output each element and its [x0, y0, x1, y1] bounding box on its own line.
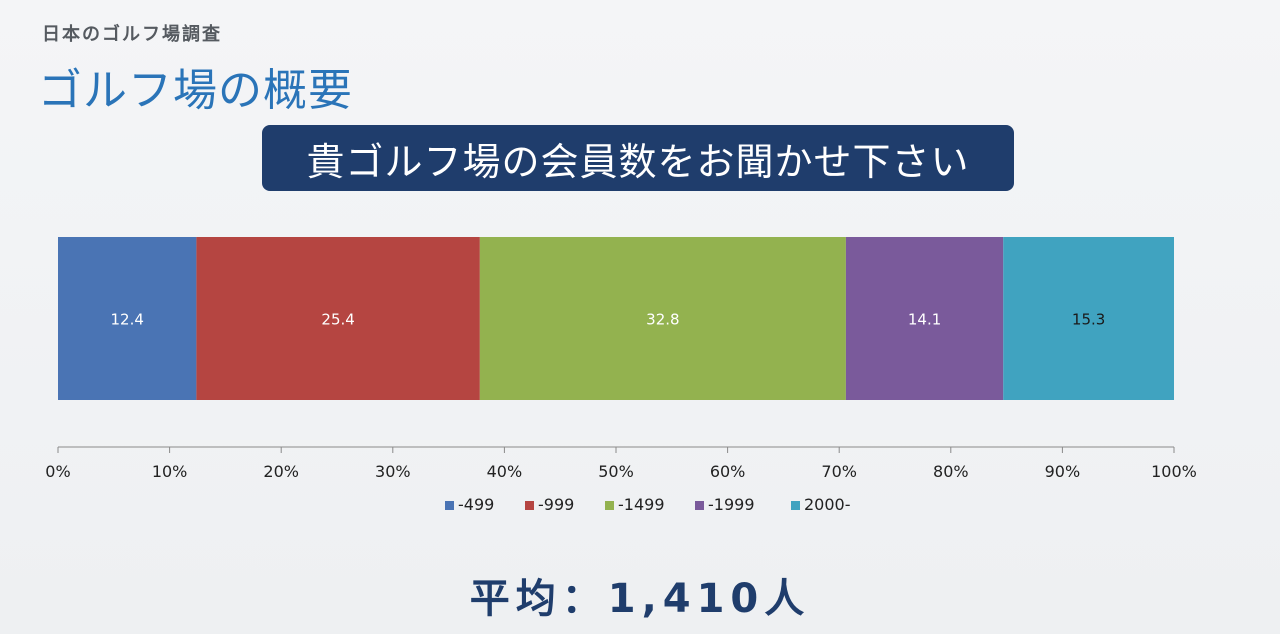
legend-swatch-2	[525, 501, 534, 510]
average-members: 平均：1,410人	[469, 576, 811, 622]
x-tick-label: 20%	[263, 462, 299, 481]
data-label-3: 32.8	[646, 311, 679, 329]
x-tick-label: 10%	[152, 462, 188, 481]
x-tick-label: 30%	[375, 462, 411, 481]
legend-swatch-1	[445, 501, 454, 510]
bar-segment-3	[479, 237, 846, 400]
bar-segment-1	[58, 237, 197, 400]
stacked-bar-chart: 12.4 25.4 32.8 14.1 15.3 0% 10% 20% 30% 40% 50% 60…	[45, 237, 1197, 514]
legend-label-2: -999	[538, 495, 574, 514]
x-axis: 0% 10% 20% 30% 40% 50% 60% 70% 80% 90% 100%	[45, 446, 1197, 481]
x-tick-label: 80%	[933, 462, 969, 481]
bar-group: 12.4 25.4 32.8 14.1 15.3	[58, 237, 1174, 400]
page-title: ゴルフ場の概要	[38, 65, 353, 116]
bar-segment-4	[845, 237, 1004, 400]
x-tick-label: 50%	[598, 462, 634, 481]
legend-label-5: 2000-	[804, 495, 851, 514]
legend-label-3: -1499	[618, 495, 665, 514]
super-title: 日本のゴルフ場調査	[42, 24, 222, 45]
legend-swatch-5	[791, 501, 800, 510]
legend-swatch-4	[695, 501, 704, 510]
legend-label-1: -499	[458, 495, 494, 514]
x-tick-label: 70%	[821, 462, 857, 481]
data-label-1: 12.4	[110, 311, 143, 329]
data-label-5: 15.3	[1072, 311, 1105, 329]
x-tick-label: 100%	[1151, 462, 1197, 481]
data-label-4: 14.1	[908, 311, 941, 329]
data-label-2: 25.4	[321, 311, 354, 329]
legend-label-4: -1999	[708, 495, 755, 514]
legend: -499 -999 -1499 -1999 2000-	[445, 495, 851, 514]
legend-swatch-3	[605, 501, 614, 510]
question-banner: 貴ゴルフ場の会員数をお聞かせ下さい	[262, 125, 1014, 191]
question-text: 貴ゴルフ場の会員数をお聞かせ下さい	[306, 139, 970, 184]
bar-segment-5	[1003, 237, 1174, 400]
x-tick-label: 40%	[487, 462, 523, 481]
x-tick-label: 60%	[710, 462, 746, 481]
x-tick-label: 0%	[45, 462, 70, 481]
bar-segment-2	[196, 237, 480, 400]
x-tick-label: 90%	[1045, 462, 1081, 481]
